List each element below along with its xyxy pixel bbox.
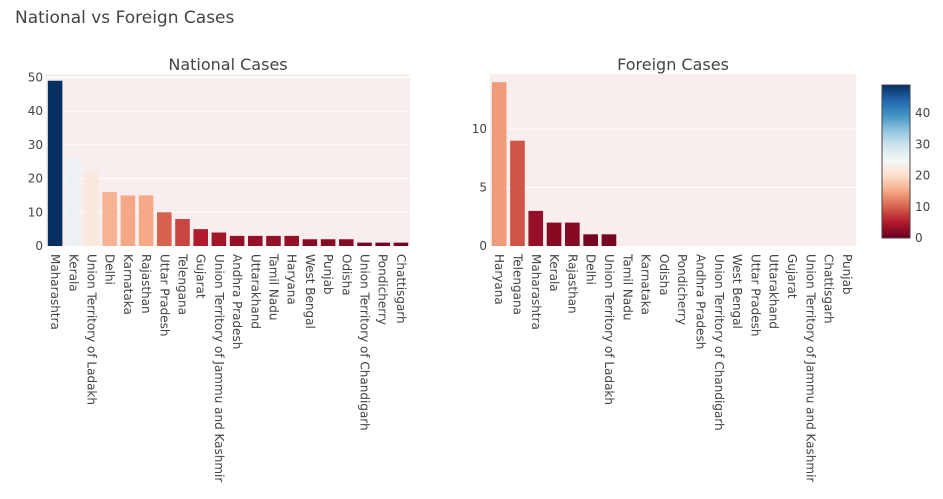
x-tick-label: Gujarat [194,254,208,299]
x-tick-label: Pondicherry [675,254,689,325]
subplot-title: National Cases [168,55,287,74]
x-tick-label: Chattisgarh [822,254,836,324]
colorbar-tick-label: 40 [915,106,930,120]
bar[interactable] [375,242,390,246]
bar[interactable] [229,235,245,246]
figure-title: National vs Foreign Cases [15,8,235,28]
x-tick-label: Union Territory of Ladakh [602,254,616,405]
x-tick-label: Gujarat [785,254,799,299]
x-tick-label: Kerala [66,254,80,292]
bar[interactable] [248,235,263,246]
bar[interactable] [393,242,409,246]
x-tick-label: Uttar Pradesh [748,254,762,336]
bar[interactable] [211,232,227,246]
x-tick-label: Rajasthan [139,254,153,314]
x-tick-label: Punjab [840,254,854,295]
y-tick-label: 0 [479,239,487,253]
x-tick-label: Tamil Nadu [267,253,281,320]
x-tick-label: Andhra Pradesh [230,254,244,349]
x-tick-label: Union Territory of Jammu and Kashmir [212,254,226,482]
bar[interactable] [193,229,208,246]
x-tick-label: Uttarakhand [767,254,781,329]
colorbar-tick-label: 10 [915,200,930,214]
bar[interactable] [339,239,354,246]
x-tick-label: Union Territory of Chandigarh [358,254,372,431]
x-tick-label: Tamil Nadu [620,253,634,320]
x-tick-label: Pondicherry [376,254,390,325]
x-tick-label: West Bengal [730,254,744,329]
bar[interactable] [601,234,617,246]
bar[interactable] [66,158,81,246]
bar[interactable] [47,80,63,247]
bar[interactable] [528,210,544,246]
x-tick-label: Uttarakhand [248,254,262,329]
bar[interactable] [510,140,525,246]
y-tick-label: 40 [28,104,43,118]
x-tick-label: Punjab [321,254,335,295]
bar[interactable] [175,219,190,246]
colorbar: 0 10 20 30 40 [881,84,930,245]
bar[interactable] [583,234,598,246]
bar[interactable] [84,171,99,246]
x-tick-label: Delhi [584,254,598,285]
colorbar-tick-label: 0 [915,231,923,245]
bar[interactable] [302,239,318,246]
y-tick-label: 30 [28,138,43,152]
x-tick-label: Karnataka [639,254,653,315]
x-tick-label: Maharashtra [529,254,543,330]
bar[interactable] [320,239,336,246]
bar[interactable] [138,195,154,246]
colorbar-tick-label: 30 [915,137,930,151]
national-cases-panel: 0 10 20 30 40 50 National Cases Maharashtra Kera… [28,55,410,482]
x-tick-label: Union Territory of Chandigarh [712,254,726,431]
bar[interactable] [266,235,281,246]
x-tick-label: Union Territory of Ladakh [85,254,99,405]
x-tick-label: Haryana [492,254,506,305]
bar[interactable] [546,222,562,246]
x-tick-label: Chattisgarh [394,254,408,324]
plot-area [490,74,856,246]
y-tick-label: 10 [28,205,43,219]
x-tick-label: Odisha [657,254,671,296]
bar[interactable] [102,192,117,246]
colorbar-gradient [881,84,911,239]
y-tick-label: 20 [28,172,43,186]
y-tick-label: 0 [35,239,43,253]
bar[interactable] [357,242,372,246]
foreign-cases-panel: 0 5 10 Foreign Cases Haryana Telengana Maharas… [472,55,856,482]
x-tick-label: Odisha [339,254,353,296]
y-tick-label: 50 [28,70,43,84]
x-tick-label: Maharashtra [48,254,62,330]
x-tick-label: Haryana [285,254,299,305]
subplot-title: Foreign Cases [617,55,729,74]
y-tick-label: 10 [472,122,487,136]
x-tick-label: Rajasthan [565,254,579,314]
bar[interactable] [284,235,299,246]
y-tick-label: 5 [479,180,487,194]
x-tick-label: Telengana [510,253,524,315]
x-tick-label: Uttar Pradesh [157,254,171,336]
plot-area [46,74,410,246]
x-tick-label: Kerala [547,254,561,292]
x-tick-label: Delhi [103,254,117,285]
x-tick-label: Karnataka [121,254,135,315]
bar[interactable] [120,195,136,246]
x-tick-label: West Bengal [303,254,317,329]
bar[interactable] [565,222,580,246]
x-tick-label: Telengana [176,253,190,315]
x-tick-label: Union Territory of Jammu and Kashmir [803,254,817,482]
bar[interactable] [491,82,507,246]
bar[interactable] [157,212,172,246]
colorbar-tick-label: 20 [915,169,930,183]
x-tick-label: Andhra Pradesh [693,254,707,349]
